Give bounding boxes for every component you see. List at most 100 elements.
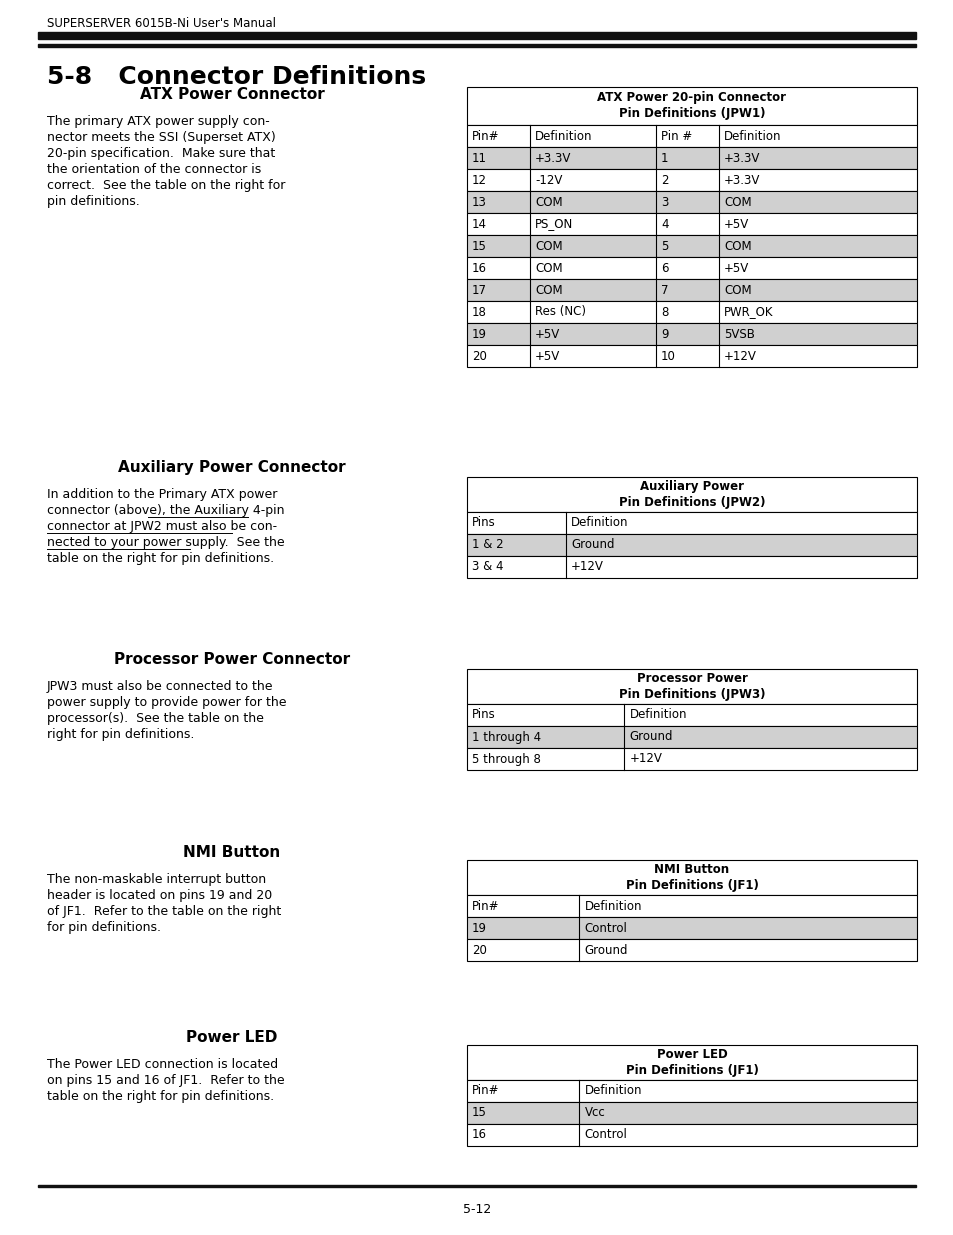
Text: 1 through 4: 1 through 4 <box>472 730 540 743</box>
Text: PS_ON: PS_ON <box>535 217 573 231</box>
Bar <box>467 1045 916 1079</box>
Text: 3: 3 <box>660 195 668 209</box>
Text: 3 & 4: 3 & 4 <box>472 561 503 573</box>
Text: Definition: Definition <box>584 1084 641 1098</box>
Text: 18: 18 <box>472 305 486 319</box>
Text: 20: 20 <box>472 944 486 956</box>
Bar <box>467 748 916 769</box>
Text: nected to your power supply.  See the: nected to your power supply. See the <box>47 536 284 550</box>
Text: NMI Button
Pin Definitions (JF1): NMI Button Pin Definitions (JF1) <box>625 863 758 892</box>
Text: connector at JPW2 must also be con-: connector at JPW2 must also be con- <box>47 520 276 534</box>
Text: Power LED
Pin Definitions (JF1): Power LED Pin Definitions (JF1) <box>625 1049 758 1077</box>
Bar <box>467 860 916 895</box>
Text: +3.3V: +3.3V <box>723 152 760 164</box>
Text: 15: 15 <box>472 240 486 252</box>
Text: Ground: Ground <box>584 944 627 956</box>
Text: 20: 20 <box>472 350 486 363</box>
Text: COM: COM <box>535 262 562 274</box>
Text: 11: 11 <box>472 152 486 164</box>
Text: Pins: Pins <box>472 709 496 721</box>
Bar <box>467 191 916 212</box>
Bar <box>467 1102 916 1124</box>
Text: 20-pin specification.  Make sure that: 20-pin specification. Make sure that <box>47 147 275 161</box>
Text: 17: 17 <box>472 284 486 296</box>
Bar <box>467 918 916 939</box>
Text: +3.3V: +3.3V <box>535 152 571 164</box>
Text: Ground: Ground <box>629 730 672 743</box>
Text: 1: 1 <box>660 152 668 164</box>
Bar <box>467 125 916 147</box>
Text: 16: 16 <box>472 262 486 274</box>
Text: Auxiliary Power Connector: Auxiliary Power Connector <box>118 459 345 475</box>
Text: +5V: +5V <box>535 350 559 363</box>
Text: for pin definitions.: for pin definitions. <box>47 921 161 934</box>
Text: Vcc: Vcc <box>584 1107 604 1119</box>
Bar <box>467 556 916 578</box>
Text: +12V: +12V <box>571 561 603 573</box>
Bar <box>467 169 916 191</box>
Text: table on the right for pin definitions.: table on the right for pin definitions. <box>47 552 274 564</box>
Text: Processor Power
Pin Definitions (JPW3): Processor Power Pin Definitions (JPW3) <box>618 672 764 701</box>
Text: correct.  See the table on the right for: correct. See the table on the right for <box>47 179 285 191</box>
Text: The non-maskable interrupt button: The non-maskable interrupt button <box>47 873 266 885</box>
Bar <box>467 86 916 125</box>
Text: JPW3 must also be connected to the: JPW3 must also be connected to the <box>47 680 274 693</box>
Text: processor(s).  See the table on the: processor(s). See the table on the <box>47 713 264 725</box>
Text: PWR_OK: PWR_OK <box>723 305 773 319</box>
Text: COM: COM <box>723 195 751 209</box>
Bar <box>467 324 916 345</box>
Text: 5: 5 <box>660 240 668 252</box>
Text: COM: COM <box>723 240 751 252</box>
Bar <box>467 939 916 961</box>
Text: ATX Power Connector: ATX Power Connector <box>139 86 324 103</box>
Text: 19: 19 <box>472 921 486 935</box>
Text: power supply to provide power for the: power supply to provide power for the <box>47 697 286 709</box>
Text: COM: COM <box>535 240 562 252</box>
Text: 15: 15 <box>472 1107 486 1119</box>
Text: 8: 8 <box>660 305 668 319</box>
Bar <box>38 44 915 47</box>
Text: 1 & 2: 1 & 2 <box>472 538 503 552</box>
Text: Pin#: Pin# <box>472 899 499 913</box>
Text: 5-12: 5-12 <box>462 1203 491 1216</box>
Text: Ground: Ground <box>571 538 614 552</box>
Text: +3.3V: +3.3V <box>723 173 760 186</box>
Bar <box>467 669 916 704</box>
Text: Definition: Definition <box>535 130 592 142</box>
Bar <box>467 147 916 169</box>
Text: 6: 6 <box>660 262 668 274</box>
Bar <box>467 279 916 301</box>
Text: Pin #: Pin # <box>660 130 692 142</box>
Text: NMI Button: NMI Button <box>183 845 280 860</box>
Text: Definition: Definition <box>571 516 628 530</box>
Text: 13: 13 <box>472 195 486 209</box>
Text: the orientation of the connector is: the orientation of the connector is <box>47 163 261 177</box>
Text: 16: 16 <box>472 1129 486 1141</box>
Text: 5VSB: 5VSB <box>723 327 754 341</box>
Text: The primary ATX power supply con-: The primary ATX power supply con- <box>47 115 270 128</box>
Bar <box>467 345 916 367</box>
Text: 7: 7 <box>660 284 668 296</box>
Text: Control: Control <box>584 1129 627 1141</box>
Text: +12V: +12V <box>723 350 756 363</box>
Text: Res (NC): Res (NC) <box>535 305 585 319</box>
Text: header is located on pins 19 and 20: header is located on pins 19 and 20 <box>47 889 272 902</box>
Text: 5 through 8: 5 through 8 <box>472 752 540 766</box>
Bar <box>467 257 916 279</box>
Text: 2: 2 <box>660 173 668 186</box>
Bar <box>467 477 916 513</box>
Text: Pin#: Pin# <box>472 1084 499 1098</box>
Text: 9: 9 <box>660 327 668 341</box>
Text: 5-8   Connector Definitions: 5-8 Connector Definitions <box>47 65 426 89</box>
Text: 14: 14 <box>472 217 486 231</box>
Text: Pins: Pins <box>472 516 496 530</box>
Text: The Power LED connection is located: The Power LED connection is located <box>47 1058 278 1071</box>
Text: 12: 12 <box>472 173 486 186</box>
Bar <box>38 1186 915 1187</box>
Text: COM: COM <box>535 195 562 209</box>
Text: +5V: +5V <box>723 262 748 274</box>
Text: right for pin definitions.: right for pin definitions. <box>47 727 194 741</box>
Bar <box>467 212 916 235</box>
Text: SUPERSERVER 6015B-Ni User's Manual: SUPERSERVER 6015B-Ni User's Manual <box>47 17 275 30</box>
Text: 10: 10 <box>660 350 675 363</box>
